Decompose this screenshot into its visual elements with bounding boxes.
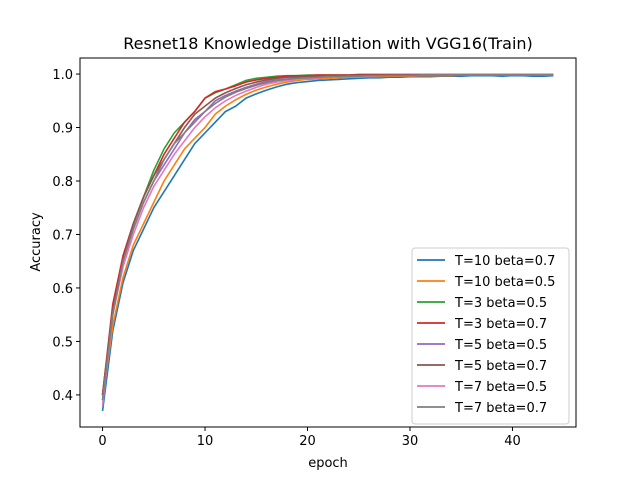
y-tick-label: 0.5: [52, 335, 73, 350]
y-tick-label: 0.8: [52, 175, 73, 190]
y-tick-label: 0.6: [52, 282, 73, 297]
series-line-7: [101, 74, 554, 401]
series-layer: [101, 73, 554, 412]
x-tick-label: 30: [402, 434, 419, 449]
legend-box: [411, 247, 570, 425]
x-tick-label: 40: [504, 434, 521, 449]
legend-label: T=3 beta=0.7: [454, 317, 547, 332]
legend-label: T=7 beta=0.5: [454, 380, 547, 395]
legend-label: T=3 beta=0.5: [454, 296, 547, 311]
legend-label: T=10 beta=0.5: [454, 275, 555, 290]
y-tick-label: 0.9: [52, 122, 73, 137]
y-tick-label: 1.0: [52, 68, 73, 83]
x-tick-label: 0: [98, 434, 106, 449]
y-axis: 0.4 0.5 0.6 0.7 0.8 0.9 1.0: [52, 68, 80, 404]
y-tick-label: 0.4: [52, 389, 73, 404]
x-tick-label: 20: [299, 434, 316, 449]
legend-label: T=5 beta=0.7: [454, 359, 547, 374]
x-tick-label: 10: [197, 434, 214, 449]
chart-title: Resnet18 Knowledge Distillation with VGG…: [123, 34, 533, 53]
y-tick-label: 0.7: [52, 228, 73, 243]
legend-label: T=10 beta=0.7: [454, 254, 555, 269]
legend-label: T=5 beta=0.5: [454, 338, 547, 353]
legend-label: T=7 beta=0.7: [454, 401, 547, 416]
plot-frame: [79, 57, 577, 428]
y-axis-label: Accuracy: [29, 212, 44, 272]
x-axis-label: epoch: [308, 456, 348, 471]
x-axis: 0 10 20 30 40: [98, 427, 521, 449]
legend: T=10 beta=0.7 T=10 beta=0.5 T=3 beta=0.5 T=…: [411, 247, 570, 425]
